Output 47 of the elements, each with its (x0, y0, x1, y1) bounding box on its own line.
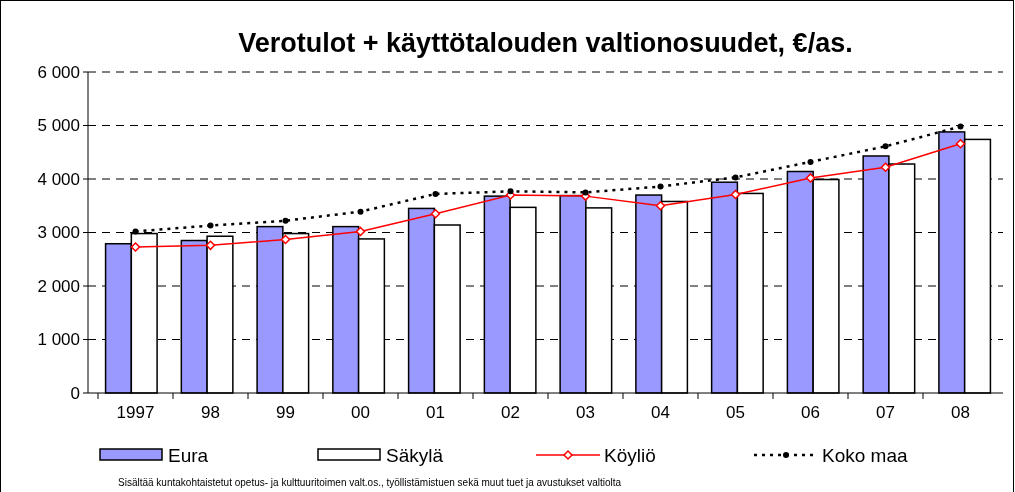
x-tick-label: 03 (576, 403, 595, 422)
legend-label: Köyliö (604, 444, 656, 466)
point (280, 234, 291, 245)
y-tick-label: 6 000 (37, 62, 80, 82)
point (955, 138, 966, 149)
point (432, 190, 439, 197)
point (732, 174, 739, 181)
x-tick-label: 06 (801, 403, 820, 422)
x-tick-label: 01 (426, 403, 445, 422)
point (730, 189, 741, 200)
x-tick-label: 02 (501, 403, 520, 422)
text: Sisältää kuntakohtaistetut opetus- ja kulttuuritoimen valt.os., työllistämistuen sekä muut tuet ja avustukset valtiolta (118, 477, 622, 488)
y-tick-label: 4 000 (37, 169, 80, 189)
x-tick-label: 99 (276, 403, 295, 422)
y-tick-label: 2 000 (37, 276, 80, 296)
y-tick-label: 3 000 (37, 223, 80, 243)
point (882, 143, 889, 150)
point (207, 222, 214, 229)
y-tick-label: 0 (70, 383, 80, 403)
y-tick-label: 5 000 (37, 116, 80, 136)
x-tick-label: 00 (351, 403, 370, 422)
point (805, 173, 816, 183)
x-tick-label: 05 (726, 403, 745, 422)
point (582, 189, 589, 196)
point (957, 123, 964, 130)
point (355, 226, 366, 237)
point (880, 162, 891, 172)
point (657, 183, 664, 190)
point (507, 188, 514, 195)
x-tick-label: 04 (651, 403, 670, 422)
point (130, 242, 141, 252)
point (282, 217, 289, 224)
legend-label: Eura (168, 444, 209, 466)
x-tick-label: 07 (876, 403, 895, 422)
x-tick-label: 98 (201, 403, 220, 422)
point (807, 158, 814, 165)
y-tick-label: 1 000 (37, 330, 80, 350)
chart-title: Verotulot + käyttötalouden valtionosuudet, €/as. (238, 28, 853, 58)
x-tick-label: 08 (951, 403, 970, 422)
point (655, 201, 666, 211)
point (430, 209, 441, 219)
point (205, 240, 216, 251)
x-tick-label: 1997 (116, 403, 155, 422)
legend-label: Säkylä (386, 444, 444, 466)
point (357, 208, 364, 215)
legend-label: Koko maa (822, 444, 908, 466)
point (132, 228, 139, 235)
